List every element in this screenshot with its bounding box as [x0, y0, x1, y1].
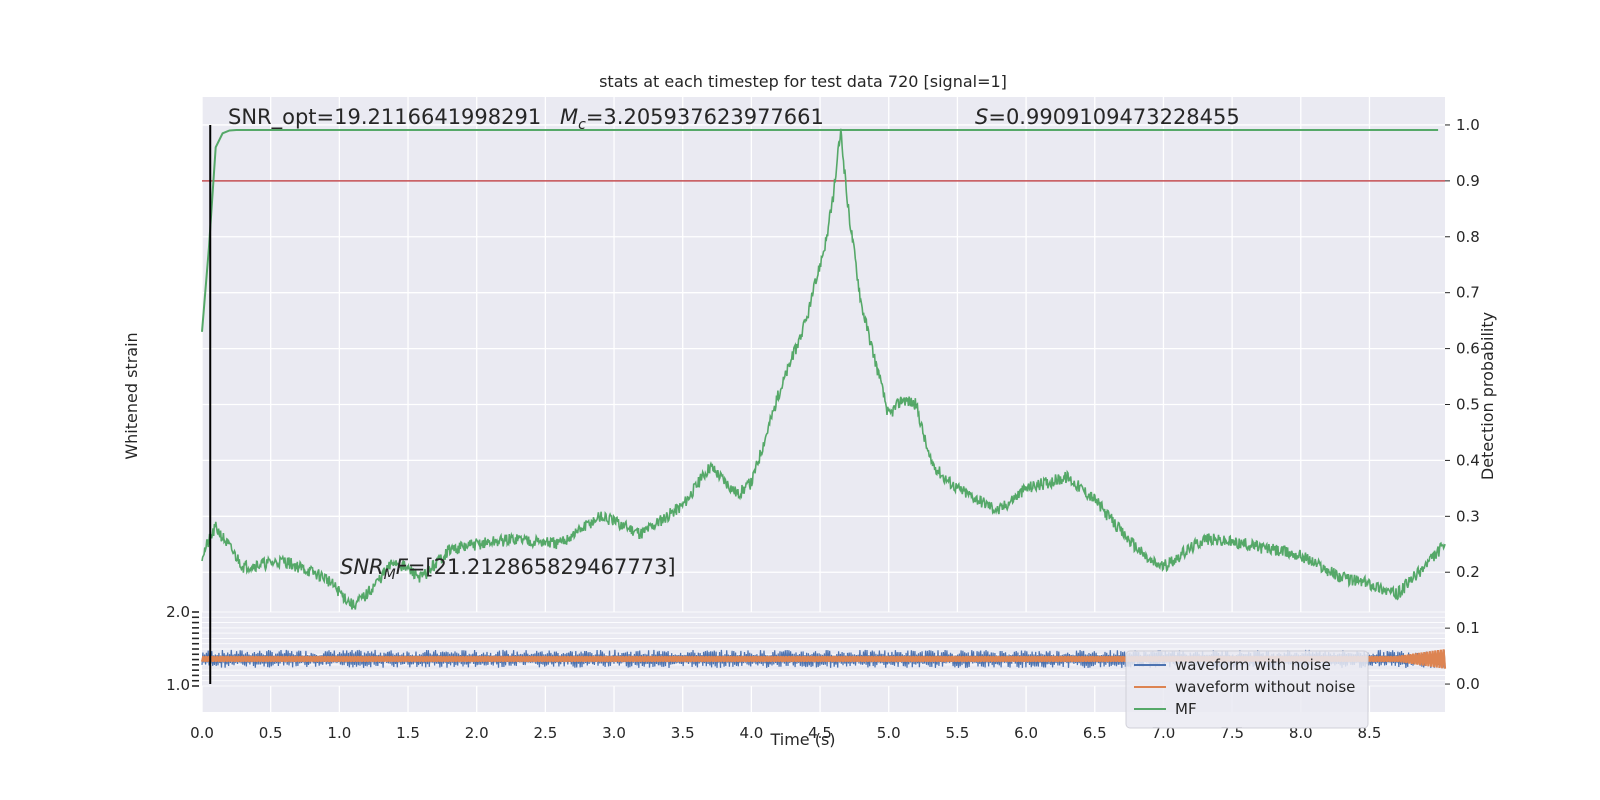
y-tick-label: 0.4 [1456, 451, 1480, 469]
legend-entry: MF [1175, 700, 1197, 718]
s-symbol: S [975, 105, 988, 129]
legend-entry: waveform without noise [1175, 678, 1355, 696]
legend-box [1125, 650, 1369, 729]
x-tick-label: 2.0 [465, 724, 489, 742]
x-tick-label: 0.5 [259, 724, 283, 742]
s-annotation: S=0.9909109473228455 [975, 105, 1240, 129]
mc-annotation: Mc=3.205937623977661 [560, 105, 824, 133]
y-axis-right-label: Detection probability [1478, 312, 1497, 480]
series-detection-probability [201, 128, 1446, 610]
snr-mf-annotation: SNRMF=[21.212865829467773] [340, 555, 676, 583]
x-tick-label: 0.0 [190, 724, 214, 742]
mc-value: =3.205937623977661 [586, 105, 824, 129]
x-tick-label: 1.5 [396, 724, 420, 742]
x-tick-label: 4.5 [808, 724, 832, 742]
y-tick-label: 0.3 [1456, 507, 1480, 525]
chart-title: stats at each timestep for test data 720… [599, 72, 1007, 91]
y-axis-right: 0.0 0.1 0.2 0.3 0.4 0.5 0.6 0.7 0.8 0.9 1.0 [1445, 116, 1480, 693]
x-tick-label: 3.0 [602, 724, 626, 742]
x-tick-label: 6.5 [1083, 724, 1107, 742]
x-tick-label: 3.5 [671, 724, 695, 742]
strain-tick-top: 2.0 [166, 603, 190, 621]
y-tick-label: 0.5 [1456, 396, 1480, 414]
y-tick-label: 1.0 [1456, 116, 1480, 134]
y-tick-label: 0.7 [1456, 284, 1480, 302]
y-axis-left-label: Whitened strain [122, 332, 141, 459]
snr-mf-symbol: SNR [340, 555, 384, 579]
x-tick-label: 2.5 [533, 724, 557, 742]
series-mf [201, 129, 1439, 332]
y-tick-label: 0.8 [1456, 228, 1480, 246]
y-tick-label: 0.0 [1456, 675, 1480, 693]
x-tick-label: 6.0 [1014, 724, 1038, 742]
snr-opt-annotation: SNR_opt=19.2116641998291 [228, 105, 541, 130]
snr-mf-f: F [396, 555, 409, 579]
y-tick-label: 0.9 [1456, 172, 1480, 190]
x-tick-label: 4.0 [739, 724, 763, 742]
legend: waveform with noise waveform without nois… [1125, 650, 1369, 729]
x-tick-label: 5.5 [945, 724, 969, 742]
strain-tick-bottom: 1.0 [166, 676, 190, 694]
mc-subscript: c [578, 117, 586, 133]
mc-symbol: M [560, 105, 578, 129]
y-tick-label: 0.6 [1456, 340, 1480, 358]
annotations: SNR_opt=19.2116641998291 Mc=3.20593762397… [228, 105, 1240, 583]
x-tick-label: 1.0 [327, 724, 351, 742]
s-value: =0.9909109473228455 [988, 105, 1239, 129]
y-tick-label: 0.1 [1456, 619, 1480, 637]
legend-entry: waveform with noise [1175, 656, 1331, 674]
x-tick-label: 5.0 [877, 724, 901, 742]
snr-mf-value: =[21.212865829467773] [408, 555, 676, 579]
y-tick-label: 0.2 [1456, 563, 1480, 581]
x-axis-label: Time (s) [769, 730, 835, 749]
snr-mf-subscript: M [384, 567, 396, 583]
